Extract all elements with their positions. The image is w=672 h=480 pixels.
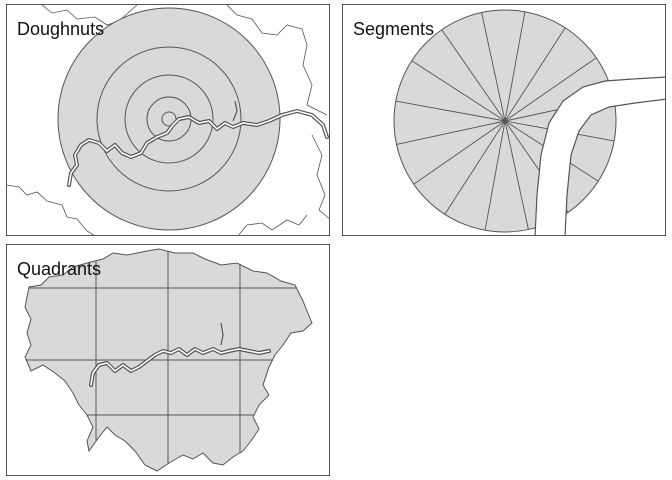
panel-title-segments: Segments bbox=[353, 19, 435, 39]
segment-spoke bbox=[411, 60, 506, 122]
river-thames bbox=[89, 322, 271, 387]
quadrants-map bbox=[24, 248, 313, 472]
ring-5 bbox=[57, 7, 281, 231]
doughnuts-map bbox=[7, 5, 329, 235]
segment-spoke bbox=[504, 27, 566, 122]
river-thames bbox=[67, 100, 329, 187]
river-thames bbox=[534, 76, 665, 235]
segment-spoke bbox=[481, 12, 506, 122]
segment-spoke bbox=[413, 120, 506, 185]
segment-spoke bbox=[444, 120, 506, 215]
segment-spoke bbox=[395, 100, 506, 122]
segment-spokes bbox=[395, 11, 615, 231]
segment-spoke bbox=[396, 120, 506, 145]
ring-1 bbox=[161, 111, 177, 127]
panel-title-quadrants: Quadrants bbox=[17, 259, 102, 279]
segment-spoke bbox=[504, 57, 597, 122]
segment-spoke bbox=[484, 120, 506, 231]
segments-map-panel: Segments bbox=[342, 4, 666, 236]
ring-4 bbox=[96, 46, 242, 192]
panel-title-doughnuts: Doughnuts bbox=[17, 19, 105, 39]
doughnuts-map-panel: Doughnuts bbox=[6, 4, 330, 236]
segment-spoke bbox=[504, 120, 529, 230]
doughnut-rings bbox=[57, 7, 281, 231]
segment-spoke bbox=[441, 29, 506, 122]
ring-3 bbox=[124, 74, 214, 164]
quadrants-map-panel: Quadrants bbox=[6, 244, 330, 476]
segment-spoke bbox=[504, 11, 526, 122]
segments-map bbox=[393, 9, 665, 235]
